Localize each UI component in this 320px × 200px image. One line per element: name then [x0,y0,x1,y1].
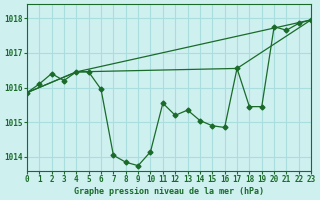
X-axis label: Graphe pression niveau de la mer (hPa): Graphe pression niveau de la mer (hPa) [74,187,264,196]
